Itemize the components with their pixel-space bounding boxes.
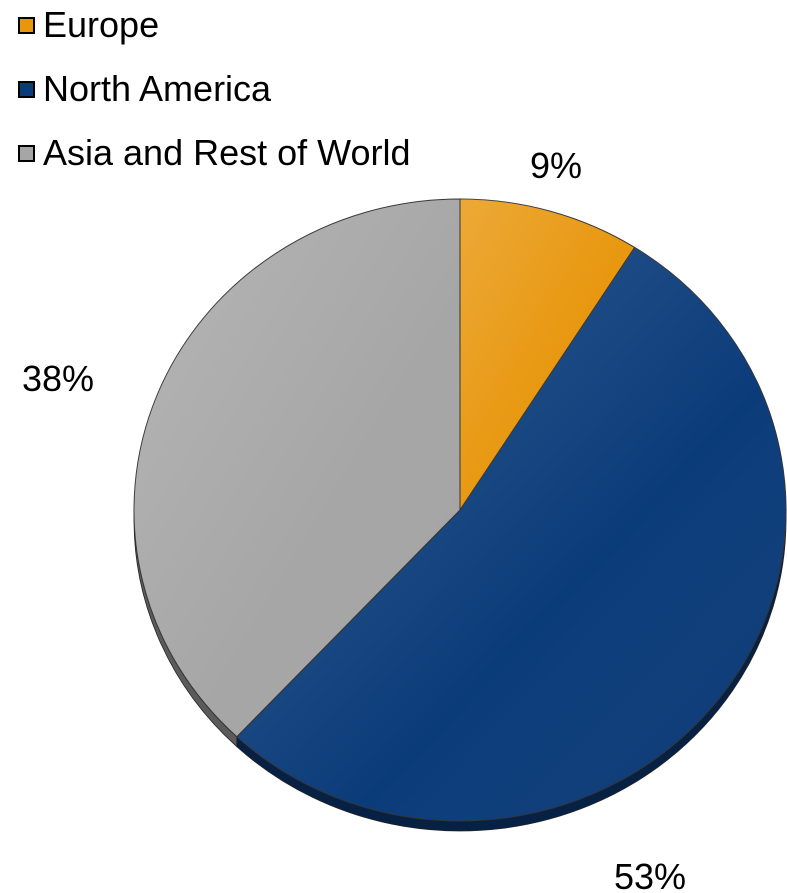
- legend-item: Europe: [18, 0, 411, 50]
- pie-slices: [133, 198, 787, 822]
- legend-swatch: [18, 80, 35, 98]
- legend-label: North America: [43, 68, 272, 109]
- pie-slice-shading: [236, 247, 787, 822]
- pie-data-label: 38%: [22, 358, 94, 399]
- legend-swatch: [18, 144, 35, 162]
- pie-data-label: 53%: [614, 856, 686, 893]
- legend-label: Asia and Rest of World: [43, 132, 411, 173]
- legend-label: Europe: [43, 4, 160, 45]
- legend-item: Asia and Rest of World: [18, 128, 411, 178]
- legend-swatch: [18, 16, 35, 34]
- pie-data-label: 9%: [530, 145, 582, 186]
- pie-slice-shading: [134, 199, 460, 737]
- pie-slice-shading: [460, 199, 635, 510]
- chart-legend: Europe North America Asia and Rest of Worl…: [18, 0, 411, 192]
- legend-item: North America: [18, 64, 411, 114]
- pie-data-labels: 9% 53% 38%: [22, 145, 686, 893]
